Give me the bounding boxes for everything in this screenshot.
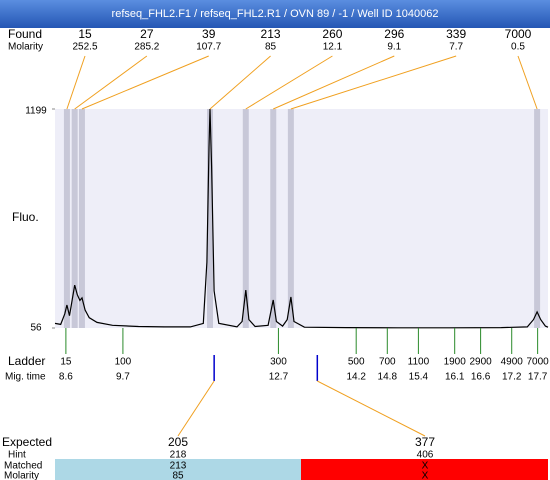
ladder-size: 1100 (408, 357, 430, 368)
found-connector (517, 55, 538, 110)
ladder-size: 700 (379, 357, 396, 368)
found-size: 339 (446, 27, 466, 41)
ladder-size: 15 (60, 357, 72, 368)
ladder-time: 12.7 (269, 372, 289, 383)
found-molarity: 107.7 (196, 42, 221, 53)
ladder-time: 17.7 (528, 372, 548, 383)
ladder-time: 17.2 (502, 372, 522, 383)
found-molarity: 285.2 (134, 42, 159, 53)
expected-label: Expected (2, 435, 52, 449)
ladder-size: 4900 (501, 357, 524, 368)
matched-label: Matched (4, 461, 42, 472)
expected-connector (317, 380, 426, 437)
found-molarity: 7.7 (449, 42, 463, 53)
ladder-time: 16.6 (471, 372, 491, 383)
ladder-time: 8.6 (59, 372, 73, 383)
peak-band (207, 109, 214, 328)
peak-band (63, 109, 70, 328)
peak-band (287, 109, 294, 328)
matched-ok (55, 459, 301, 480)
ladder-time: 14.2 (346, 372, 366, 383)
ladder-size: 300 (270, 357, 287, 368)
found-size: 213 (261, 27, 281, 41)
hint-label: Hint (8, 450, 26, 461)
title-bar (0, 0, 550, 28)
y-axis-label: Fluo. (12, 210, 39, 224)
found-size: 296 (384, 27, 404, 41)
ladder-size: 2900 (469, 357, 492, 368)
molarity-value: 85 (172, 471, 184, 480)
ladder-time: 9.7 (116, 372, 130, 383)
expected-size: 205 (168, 435, 188, 449)
found-size: 260 (322, 27, 342, 41)
plot-area (55, 109, 548, 328)
mig-time-label: Mig. time (5, 372, 46, 383)
expected-connector (177, 380, 215, 437)
y-tick-label: 56 (30, 323, 42, 334)
y-tick-label: 1199 (25, 106, 47, 117)
found-connector (209, 55, 271, 110)
found-size: 15 (78, 27, 92, 41)
found-label: Found (8, 27, 42, 41)
hint-value: 218 (170, 450, 187, 461)
found-size: 7000 (505, 27, 532, 41)
found-connector (273, 55, 395, 110)
ladder-label: Ladder (8, 354, 45, 368)
found-connector (66, 55, 86, 110)
peak-band (270, 109, 277, 328)
matched-fail (301, 459, 548, 480)
ladder-time: 16.1 (445, 372, 465, 383)
molarity-value: X (422, 471, 429, 480)
found-connector (290, 55, 457, 110)
found-size: 27 (140, 27, 154, 41)
peak-band (242, 109, 249, 328)
title: refseq_FHL2.F1 / refseq_FHL2.R1 / OVN 89… (112, 8, 439, 20)
peak-band (71, 109, 78, 328)
ladder-size: 100 (115, 357, 132, 368)
matched-value: X (422, 461, 429, 472)
found-molarity: 85 (265, 42, 277, 53)
ladder-size: 7000 (527, 357, 550, 368)
peak-band (534, 109, 541, 328)
ladder-time: 15.4 (409, 372, 429, 383)
found-molarity: 12.1 (323, 42, 343, 53)
found-connector (74, 55, 148, 110)
found-size: 39 (202, 27, 216, 41)
found-molarity: 9.1 (387, 42, 401, 53)
found-molarity: 252.5 (72, 42, 97, 53)
ladder-time: 14.8 (378, 372, 398, 383)
found-connector (245, 55, 333, 110)
trace (54, 108, 549, 329)
matched-value: 213 (170, 461, 187, 472)
hint-value: 406 (417, 450, 434, 461)
molarity-label: Molarity (8, 42, 43, 53)
found-molarity: 0.5 (511, 42, 525, 53)
ladder-size: 500 (348, 357, 365, 368)
molarity-label: Molarity (4, 471, 39, 480)
found-connector (81, 55, 209, 110)
peak-band (78, 109, 85, 328)
ladder-size: 1900 (444, 357, 467, 368)
expected-size: 377 (415, 435, 435, 449)
